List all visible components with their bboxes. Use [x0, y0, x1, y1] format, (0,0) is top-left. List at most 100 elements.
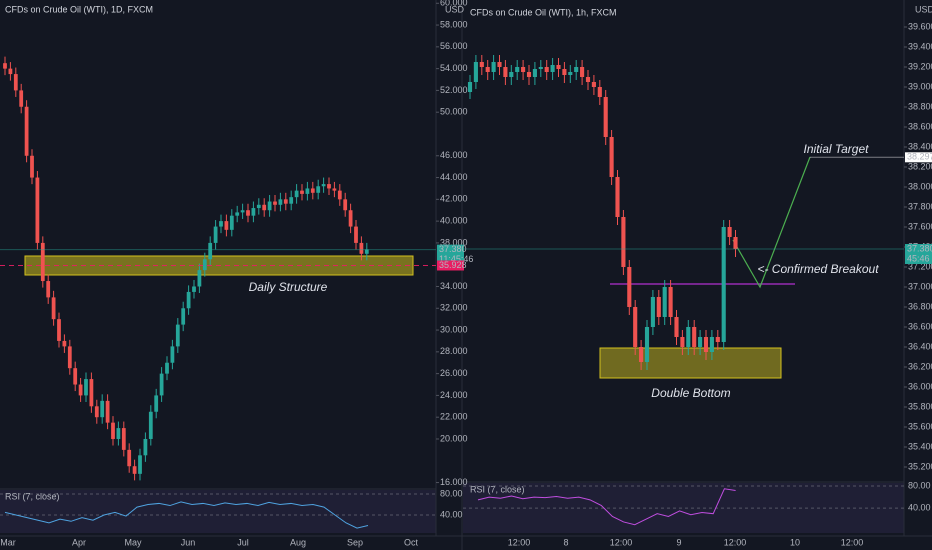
candle-body [698, 337, 703, 347]
y-tick-label: 38.600 [908, 121, 932, 131]
candle-body [94, 406, 99, 418]
candle-body [627, 267, 632, 307]
candle-body [138, 455, 142, 474]
candle-body [509, 72, 514, 77]
candle-body [294, 190, 299, 198]
x-tick-label: 12:00 [610, 537, 633, 547]
candle-body [692, 327, 697, 347]
x-tick-label: Oct [404, 537, 419, 547]
x-tick-label: Aug [290, 537, 306, 547]
rsi-tick-label: 40.00 [908, 503, 931, 513]
candle-body [550, 65, 555, 72]
y-tick-label: 46.000 [440, 150, 468, 160]
candle-body [30, 155, 34, 178]
y-tick-label: 39.600 [908, 21, 932, 31]
candle-body [46, 281, 51, 298]
candle-body [609, 137, 614, 177]
rsi-tick-label: 80.00 [908, 480, 931, 490]
x-tick-label: Apr [72, 537, 86, 547]
rsi-line [477, 488, 736, 526]
candle-body [89, 379, 94, 407]
candle-body [51, 297, 56, 320]
candle-body [680, 337, 685, 347]
candle-body [13, 74, 18, 91]
candle-body [359, 242, 364, 254]
candle-body [709, 337, 714, 352]
candle-body [348, 210, 353, 227]
candle-body [585, 77, 591, 82]
candle-body [316, 186, 321, 193]
y-tick-label: 44.000 [440, 172, 468, 182]
candle-body [332, 188, 337, 191]
candle-body [321, 184, 326, 187]
candle-body [674, 317, 679, 337]
candle-body [24, 106, 29, 156]
candle-body [224, 221, 229, 230]
candle-body [67, 346, 72, 369]
candle-body [656, 297, 661, 317]
candle-body [35, 177, 40, 243]
candle-body [621, 217, 626, 267]
rsi-title: RSI (7, close) [470, 484, 525, 494]
candle-body [644, 327, 650, 362]
candle-body [283, 199, 288, 204]
candle-body [591, 82, 596, 87]
candle-body [289, 197, 294, 204]
candle-body [170, 346, 175, 363]
candle-body [100, 400, 105, 418]
price-label: 35.928 [439, 260, 467, 270]
candle-body [219, 221, 223, 227]
candle-body [491, 62, 496, 72]
chart-title: CFDs on Crude Oil (WTI), 1h, FXCM [470, 7, 617, 17]
price-label: 37.380 [439, 244, 467, 254]
candle-body [485, 67, 490, 72]
price-label-box [905, 244, 932, 264]
y-tick-label: 35.400 [908, 441, 932, 451]
candle-body [192, 286, 196, 292]
x-tick-label: 8 [563, 537, 568, 547]
y-tick-label: 36.200 [908, 361, 932, 371]
y-tick-label: 58.000 [440, 19, 468, 29]
x-tick-label: 9 [676, 537, 681, 547]
candle-body [327, 184, 331, 189]
price-label-box [437, 244, 464, 265]
candle-body [343, 199, 348, 211]
rsi-band [0, 490, 436, 533]
candle-body [165, 362, 169, 374]
y-tick-label: 28.000 [440, 346, 468, 356]
annotation: Initial Target [804, 142, 870, 156]
x-tick-label: 12:00 [724, 537, 747, 547]
rsi-title: RSI (7, close) [5, 491, 60, 501]
candle-body [240, 210, 245, 213]
candle-body [197, 270, 202, 287]
y-tick-label: 36.600 [908, 321, 932, 331]
candle-body [3, 63, 7, 69]
price-label-box [437, 260, 464, 271]
candle-body [62, 340, 67, 347]
candle-body [84, 379, 88, 396]
y-tick-label: 16.000 [440, 477, 468, 487]
candle-body [251, 208, 256, 216]
candle-body [181, 308, 186, 325]
y-tick-label: 36.800 [908, 301, 932, 311]
annotation: Double Bottom [651, 386, 730, 400]
y-tick-label: 36.000 [908, 381, 932, 391]
candle-body [544, 67, 549, 72]
candle-body [186, 291, 191, 309]
candle-body [532, 69, 537, 77]
y-tick-label: 38.800 [908, 101, 932, 111]
candle-body [633, 307, 638, 347]
double-bottom-zone [599, 347, 782, 379]
candle-body [503, 67, 508, 77]
candle-body [73, 368, 78, 385]
projection-path [732, 156, 811, 289]
candle-body [574, 67, 579, 72]
candle-body [121, 428, 126, 450]
candle-body [497, 62, 502, 67]
candle-body [568, 72, 573, 75]
candle-body [538, 67, 543, 69]
y-tick-label: 39.200 [908, 61, 932, 71]
candle-body [556, 65, 561, 69]
candle-body [213, 226, 218, 243]
y-tick-label: 37.000 [908, 281, 932, 291]
